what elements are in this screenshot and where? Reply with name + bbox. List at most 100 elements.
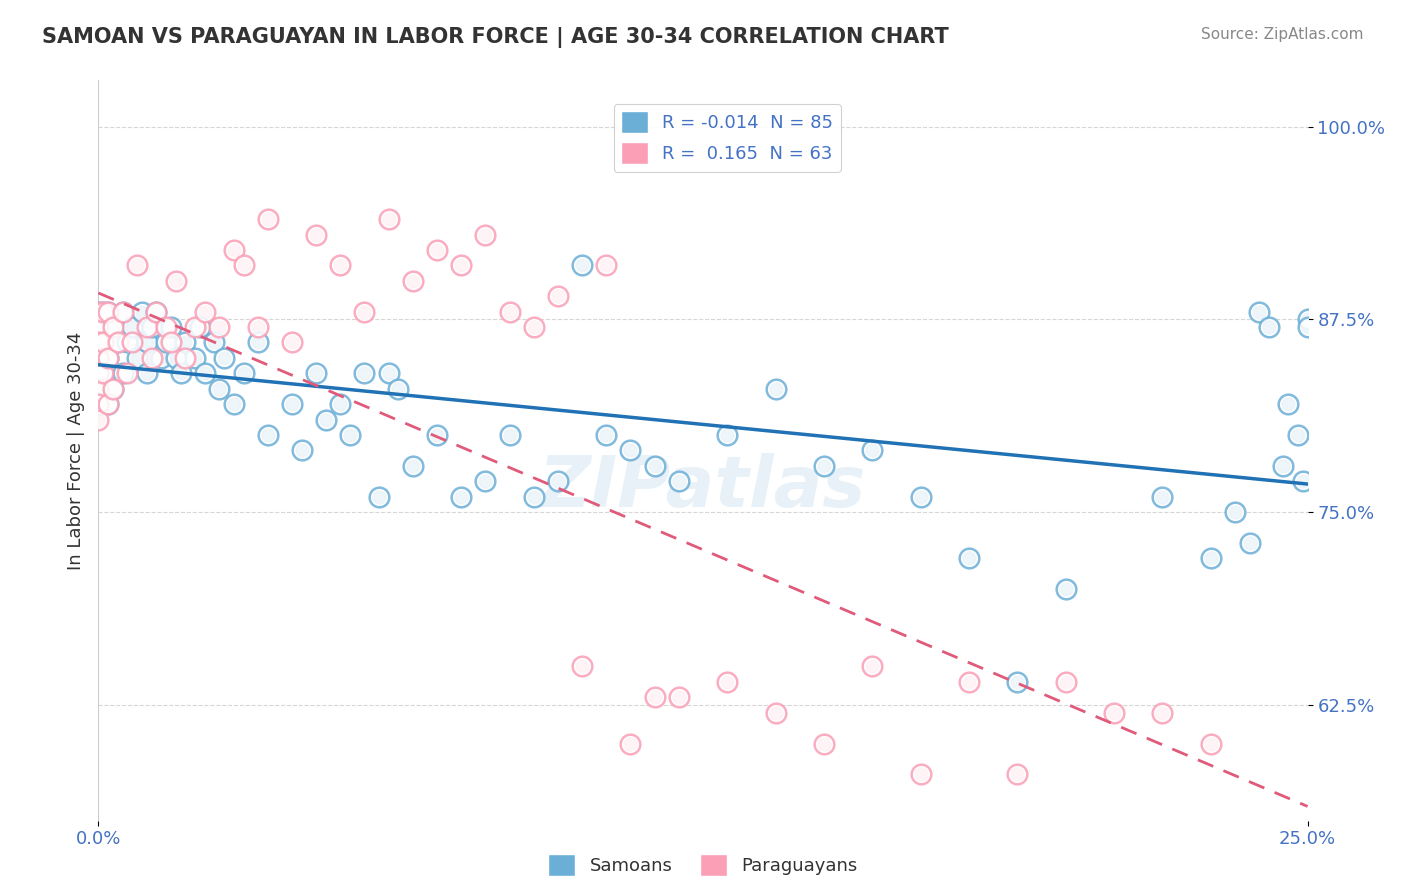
Point: [1199, 737, 1222, 751]
Point: [97, 397, 120, 411]
Point: [184, 320, 207, 334]
Point: [813, 737, 835, 751]
Point: [97, 304, 120, 318]
Point: [141, 320, 163, 334]
Point: [111, 367, 134, 381]
Point: [184, 351, 207, 365]
Point: [87, 382, 110, 396]
Point: [1286, 428, 1309, 442]
Point: [1277, 397, 1299, 411]
Point: [474, 227, 496, 242]
Point: [1272, 458, 1295, 473]
Point: [1199, 737, 1222, 751]
Point: [87, 304, 110, 318]
Point: [523, 490, 546, 504]
Point: [135, 320, 157, 334]
Point: [222, 397, 245, 411]
Point: [256, 428, 278, 442]
Point: [222, 397, 245, 411]
Point: [353, 304, 375, 318]
Point: [353, 367, 375, 381]
Point: [87, 351, 110, 365]
Point: [1102, 706, 1125, 720]
Point: [1199, 551, 1222, 566]
Point: [305, 367, 328, 381]
Point: [910, 490, 932, 504]
Point: [101, 320, 124, 334]
Point: [474, 475, 496, 489]
Point: [247, 335, 270, 350]
Point: [1007, 674, 1029, 689]
Point: [547, 289, 569, 303]
Point: [87, 320, 110, 334]
Point: [188, 320, 211, 334]
Point: [145, 304, 167, 318]
Point: [523, 490, 546, 504]
Point: [315, 412, 337, 426]
Point: [184, 351, 207, 365]
Point: [1296, 312, 1319, 326]
Point: [1249, 304, 1271, 318]
Point: [957, 674, 980, 689]
Point: [1007, 674, 1029, 689]
Point: [87, 320, 110, 334]
Point: [450, 258, 472, 272]
Point: [329, 397, 352, 411]
Point: [547, 475, 569, 489]
Point: [474, 475, 496, 489]
Point: [377, 212, 399, 227]
Point: [155, 335, 177, 350]
Point: [121, 320, 143, 334]
Point: [135, 367, 157, 381]
Point: [87, 335, 110, 350]
Point: [860, 659, 883, 673]
Point: [188, 320, 211, 334]
Point: [101, 320, 124, 334]
Point: [208, 320, 231, 334]
Point: [87, 351, 110, 365]
Point: [1054, 674, 1077, 689]
Point: [402, 458, 425, 473]
Point: [135, 320, 157, 334]
Point: [1054, 582, 1077, 597]
Point: [426, 428, 449, 442]
Point: [107, 335, 129, 350]
Point: [668, 690, 690, 705]
Point: [1223, 505, 1246, 519]
Point: [1239, 536, 1261, 550]
Y-axis label: In Labor Force | Age 30-34: In Labor Force | Age 30-34: [66, 331, 84, 570]
Text: ZIPatlas: ZIPatlas: [540, 453, 866, 522]
Point: [339, 428, 361, 442]
Point: [368, 490, 391, 504]
Point: [212, 351, 235, 365]
Point: [281, 335, 304, 350]
Point: [498, 428, 520, 442]
Point: [1152, 490, 1174, 504]
Point: [426, 243, 449, 257]
Point: [1296, 320, 1319, 334]
Point: [450, 490, 472, 504]
Point: [232, 258, 254, 272]
Point: [91, 335, 114, 350]
Point: [135, 335, 157, 350]
Point: [281, 397, 304, 411]
Point: [256, 212, 278, 227]
Point: [305, 367, 328, 381]
Point: [547, 289, 569, 303]
Point: [141, 351, 163, 365]
Point: [644, 458, 666, 473]
Point: [87, 304, 110, 318]
Point: [256, 212, 278, 227]
Point: [571, 258, 593, 272]
Point: [87, 304, 110, 318]
Point: [87, 320, 110, 334]
Point: [619, 737, 641, 751]
Point: [353, 367, 375, 381]
Point: [315, 412, 337, 426]
Point: [117, 335, 139, 350]
Point: [111, 367, 134, 381]
Point: [194, 367, 217, 381]
Point: [765, 706, 787, 720]
Point: [450, 490, 472, 504]
Point: [281, 397, 304, 411]
